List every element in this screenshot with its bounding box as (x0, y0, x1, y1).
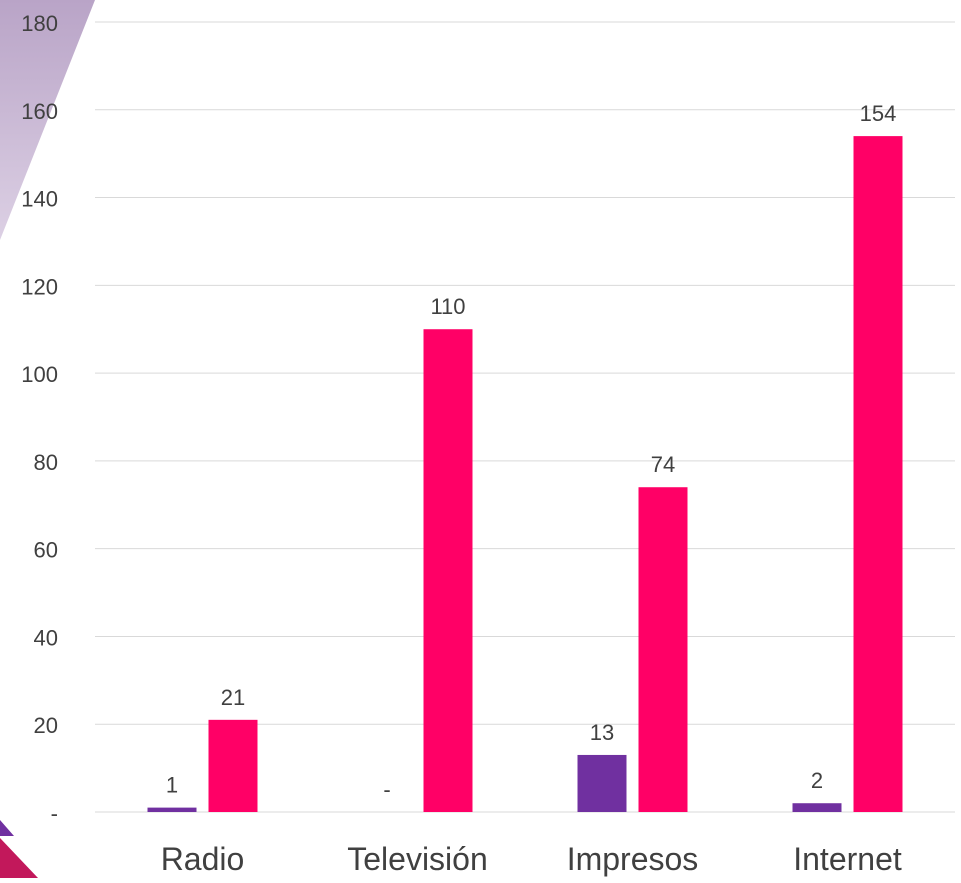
x-tick-label: Impresos (567, 841, 699, 877)
bar (208, 719, 258, 812)
x-axis-ticks: Radio Televisión Impresos Internet (161, 841, 902, 877)
y-tick-label: 60 (34, 538, 58, 563)
data-label: - (383, 777, 390, 802)
data-label: 2 (811, 768, 823, 793)
data-label: 110 (430, 294, 465, 319)
decor-lavender-shape (0, 0, 95, 240)
bar (792, 803, 842, 812)
data-label: 154 (860, 101, 897, 126)
y-tick-label: 160 (21, 99, 58, 124)
y-tick-label: 40 (34, 625, 58, 650)
bar (423, 329, 473, 812)
bars (147, 136, 903, 813)
data-label: 13 (590, 720, 614, 745)
y-tick-label: - (51, 801, 58, 826)
y-tick-label: 80 (34, 450, 58, 475)
bar (147, 807, 197, 812)
x-tick-label: Radio (161, 841, 245, 877)
y-axis-ticks: - 20 40 60 80 100 120 140 160 180 (21, 11, 58, 826)
decor-magenta-corner (0, 838, 38, 878)
decor-background (0, 0, 95, 878)
bar (638, 487, 688, 812)
y-tick-label: 20 (34, 713, 58, 738)
y-tick-label: 100 (21, 362, 58, 387)
data-label: 74 (651, 452, 675, 477)
x-tick-label: Televisión (347, 841, 488, 877)
data-label: 1 (166, 773, 178, 798)
bar (577, 754, 627, 812)
decor-purple-corner (0, 820, 14, 836)
bar (853, 136, 903, 813)
data-labels: 1 21 - 110 13 74 2 154 (166, 101, 896, 802)
x-tick-label: Internet (793, 841, 902, 877)
y-tick-label: 120 (21, 274, 58, 299)
y-tick-label: 180 (21, 11, 58, 36)
y-tick-label: 140 (21, 187, 58, 212)
data-label: 21 (221, 685, 245, 710)
